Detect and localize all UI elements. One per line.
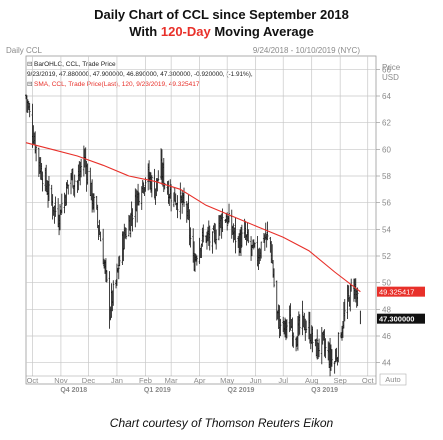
x-month-label: Feb — [139, 376, 152, 385]
subtitle-with: With — [129, 24, 161, 39]
y-axis-ticks: 44 46 48 50 52 54 56 58 60 62 64 66 — [376, 65, 391, 368]
y-tick-label: 50 — [382, 279, 391, 288]
y-tick-label: 44 — [382, 359, 391, 368]
header-currency: USD — [382, 73, 399, 82]
header-date-range: 9/24/2018 - 10/10/2019 (NYC) — [253, 46, 361, 55]
price-value-label: 47.300000 — [379, 315, 414, 324]
x-month-label: Jun — [250, 376, 262, 385]
y-tick-label: 62 — [382, 119, 391, 128]
sma-value-box — [377, 286, 425, 297]
x-month-label: Apr — [194, 376, 206, 385]
legend-ohlc-values: 9/23/2019, 47.880000, 47.900000, 46.8900… — [27, 71, 253, 78]
y-tick-label: 64 — [382, 92, 391, 101]
value-labels: 49.325417 47.300000 — [377, 286, 425, 324]
sma-value-label: 49.325417 — [379, 288, 414, 297]
chart-caption: Chart courtesy of Thomson Reuters Eikon — [109, 416, 334, 430]
sma-line — [25, 142, 361, 293]
legend-ohlc-icon: ⊟ — [27, 60, 32, 68]
x-month-label: Oct — [27, 376, 40, 385]
sma-line-group — [25, 142, 361, 293]
x-quarter-label: Q4 2018 — [60, 387, 87, 394]
y-tick-label: 60 — [382, 145, 391, 154]
x-axis-ticks: Oct Nov Dec Jan Feb Mar Apr May Jun Jul Aug Sep Oct Q… — [26, 375, 376, 394]
legend-ohlc-name: BarOHLC, CCL, Trade Price — [34, 61, 116, 68]
grid — [26, 56, 376, 376]
price-bars — [25, 94, 361, 377]
x-month-label: Jan — [111, 376, 123, 385]
subtitle-highlight: 120-Day — [160, 24, 211, 39]
x-quarter-label: Q2 2019 — [228, 387, 255, 394]
x-month-label: May — [220, 376, 234, 385]
x-month-label: Aug — [305, 376, 318, 385]
chart-subtitle: With 120-Day Moving Average — [0, 24, 443, 39]
auto-box — [379, 373, 407, 386]
y-tick-label: 66 — [382, 65, 391, 74]
x-quarter-label: Q3 2019 — [311, 387, 338, 394]
x-month-label: Nov — [54, 376, 68, 385]
price-value-box — [377, 313, 425, 324]
x-month-label: Sep — [333, 376, 346, 385]
auto-label: Auto — [385, 375, 400, 384]
y-tick-label: 46 — [382, 332, 391, 341]
y-tick-label: 58 — [382, 172, 391, 181]
y-tick-label: 48 — [382, 305, 391, 314]
y-tick-label: 56 — [382, 199, 391, 208]
chart-title: Daily Chart of CCL since September 2018 — [94, 7, 349, 22]
x-month-label: Oct — [362, 376, 375, 385]
legend-sma-icon: ⊟ — [27, 80, 32, 88]
x-month-label: Mar — [165, 376, 178, 385]
x-quarter-label: Q1 2019 — [144, 387, 171, 394]
header-price-label: Price — [382, 63, 401, 72]
x-month-label: Jul — [278, 376, 288, 385]
plot-area — [25, 55, 377, 385]
y-tick-label: 54 — [382, 225, 391, 234]
subtitle-rest: Moving Average — [210, 24, 314, 39]
x-month-label: Dec — [82, 376, 96, 385]
y-tick-label: 52 — [382, 252, 391, 261]
header-chart-name: Daily CCL — [6, 46, 43, 55]
